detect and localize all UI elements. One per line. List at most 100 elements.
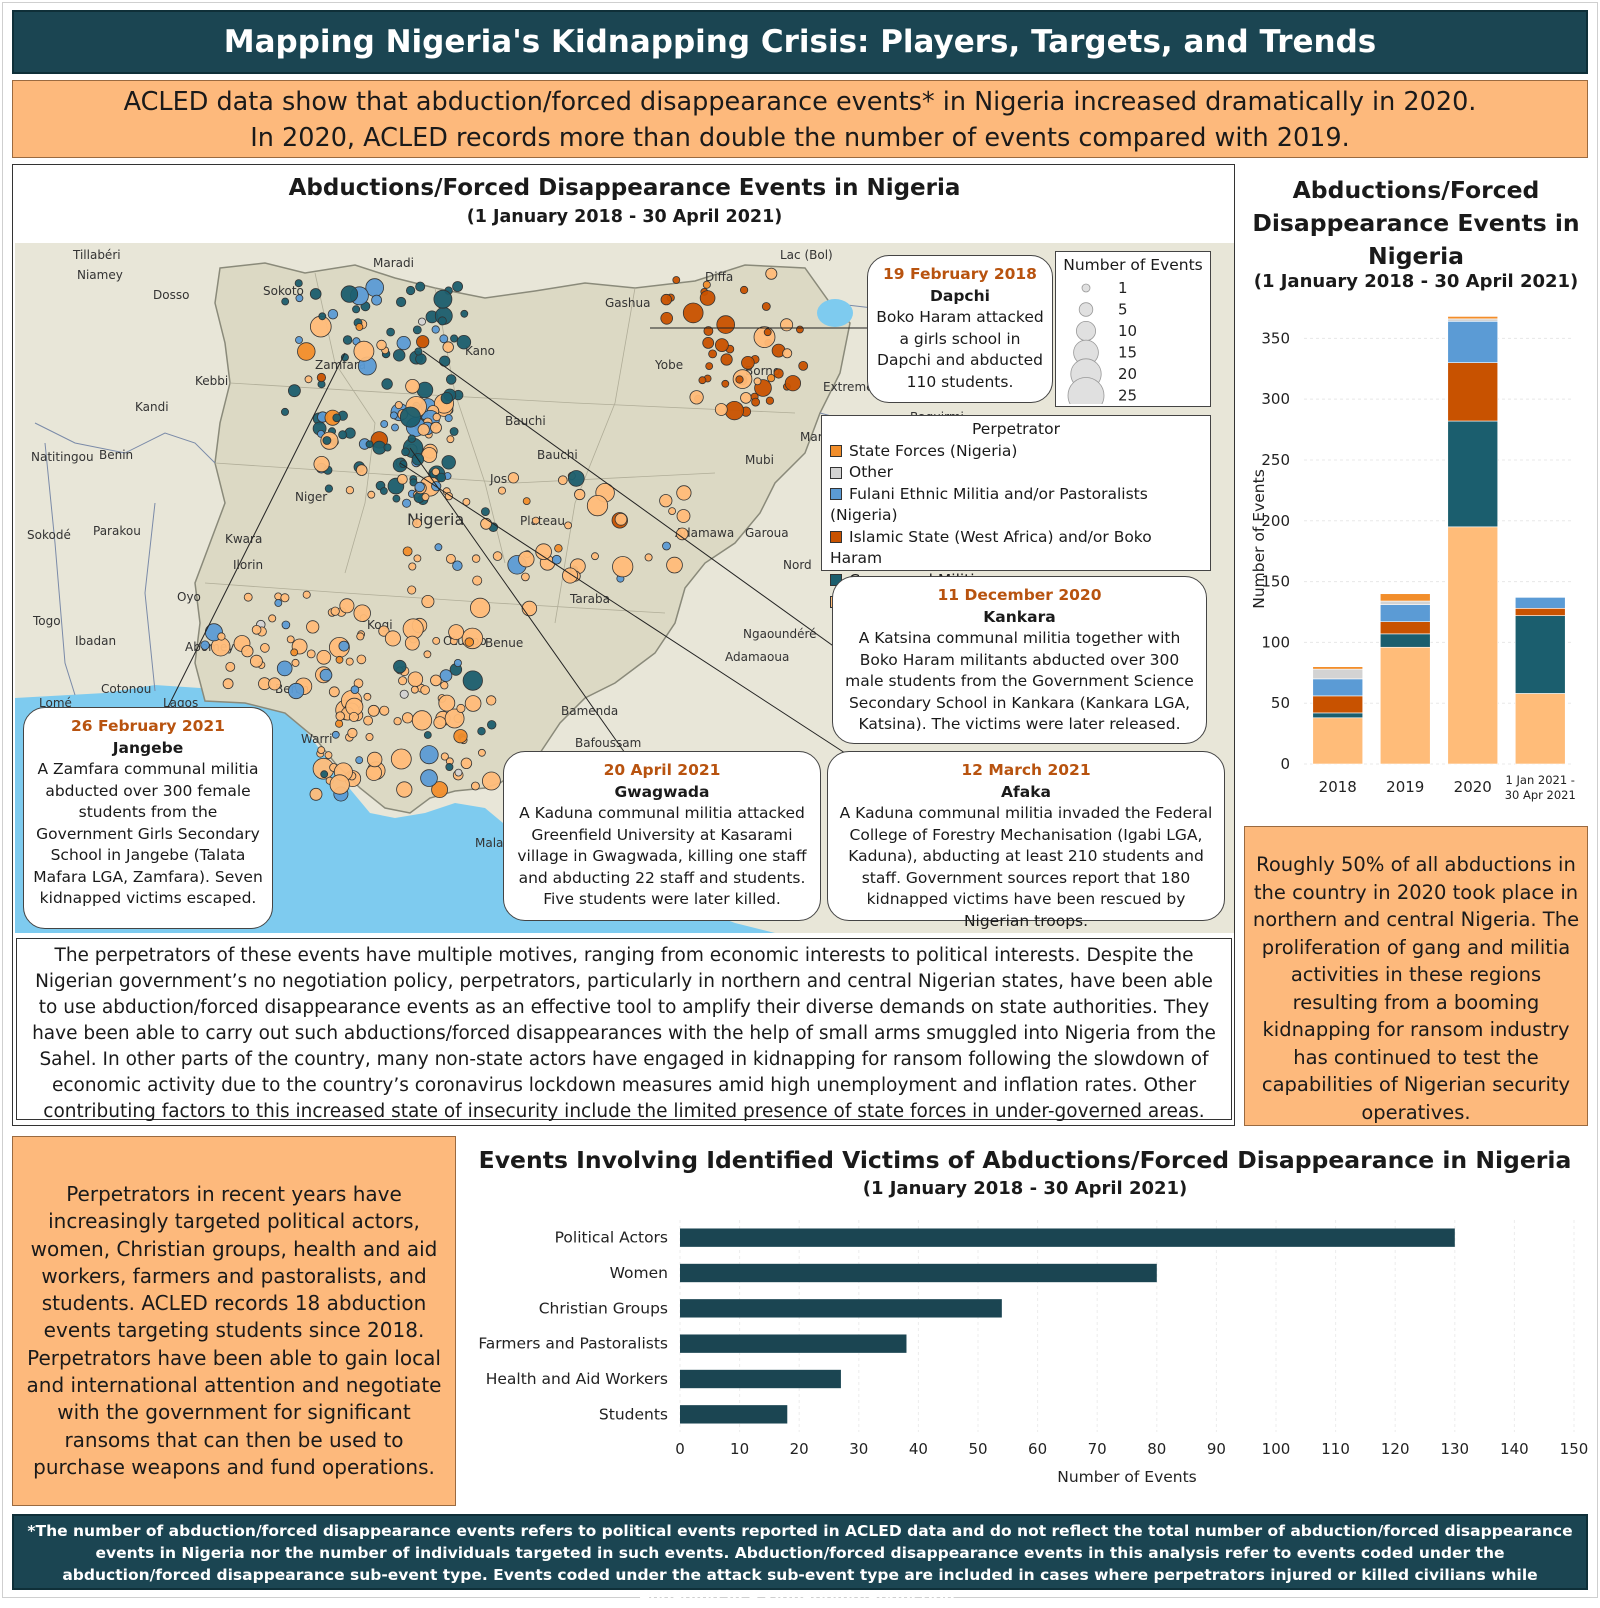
stacked-bar-segment — [1447, 526, 1499, 765]
y-category-label: Political Actors — [555, 1229, 668, 1247]
y-category-label: Christian Groups — [539, 1299, 668, 1317]
stacked-bar-segment — [1447, 420, 1499, 528]
event-dot — [404, 635, 420, 651]
event-dot — [464, 637, 475, 647]
legend-swatch — [830, 466, 842, 479]
callout-place: Afaka — [1001, 782, 1051, 801]
event-dot — [355, 464, 368, 476]
event-dot — [564, 521, 572, 530]
event-dot — [557, 475, 568, 486]
map-place-label: Bauchi — [537, 448, 578, 462]
event-dot — [521, 600, 538, 617]
event-dot — [365, 732, 374, 741]
callout-afaka: 12 March 2021 Afaka A Kaduna communal mi… — [827, 751, 1225, 930]
x-tick-label: 150 — [1560, 1440, 1588, 1458]
x-tick-label: 40 — [909, 1440, 928, 1458]
map-place-label: Sokodé — [27, 528, 71, 542]
stacked-bar-segment — [1447, 320, 1499, 363]
callout-place: Jangebe — [112, 738, 184, 757]
event-dot — [551, 554, 562, 565]
event-dot — [294, 279, 303, 288]
event-dot — [367, 704, 380, 717]
event-dot — [392, 494, 401, 503]
map-place-label: Lomé — [39, 696, 72, 710]
event-dot — [399, 689, 409, 699]
event-dot — [297, 342, 316, 361]
event-dot — [409, 478, 418, 487]
map-place-label: Benue — [485, 636, 523, 650]
event-dot — [200, 640, 210, 650]
event-dot — [612, 556, 634, 578]
event-dot — [591, 552, 599, 561]
analysis-paragraph: The perpetrators of these events have mu… — [16, 938, 1232, 1122]
event-dot — [243, 592, 253, 602]
event-dot — [472, 575, 483, 586]
size-legend-label: 15 — [1118, 344, 1137, 362]
event-dot — [363, 692, 372, 701]
map-place-label: Kano — [465, 344, 495, 358]
size-legend-label: 20 — [1118, 365, 1137, 383]
event-dot — [414, 481, 425, 493]
map-area[interactable]: Tillabéri Niamey Dosso Maradi Diffa Lac (Bol)… — [15, 243, 1234, 933]
event-dot — [407, 671, 424, 687]
size-legend: Number of Events 1 5 10 15 20 25 — [1055, 251, 1211, 414]
event-dot — [352, 305, 361, 314]
event-dot — [724, 401, 745, 421]
event-dot — [676, 485, 692, 501]
callout-text: A Kaduna communal militia attacked Green… — [517, 804, 807, 908]
event-dot — [280, 593, 290, 603]
map-place-label: Niamey — [77, 268, 123, 282]
x-tick-label: 70 — [1088, 1440, 1107, 1458]
event-dot — [518, 551, 535, 568]
event-dot — [714, 403, 728, 416]
map-place-label: Adamaoua — [725, 650, 789, 664]
y-tick-label: 200 — [1261, 512, 1290, 530]
x-tick-label: 60 — [1028, 1440, 1047, 1458]
stacked-bar-segment — [1312, 695, 1364, 714]
event-dot — [415, 281, 426, 292]
event-dot — [316, 649, 332, 665]
event-dot — [379, 487, 388, 495]
event-dot — [401, 712, 414, 724]
y-category-label: Health and Aid Workers — [486, 1370, 668, 1388]
event-dot — [444, 414, 453, 423]
event-dot — [416, 335, 430, 349]
stacked-bar-chart: 0 50 100 150 200 250 300 350 Number of Events 201… — [1250, 316, 1576, 802]
map-place-label: Adamawa — [675, 526, 734, 540]
event-dot — [394, 401, 403, 410]
stacked-bar-segment — [1379, 604, 1431, 623]
x-tick-label: 120 — [1381, 1440, 1410, 1458]
event-dot — [420, 769, 438, 787]
event-dot — [316, 372, 326, 383]
event-dot — [281, 297, 290, 306]
event-dot — [433, 716, 447, 730]
callout-jangebe: 26 February 2021 Jangebe A Zamfara commu… — [23, 707, 273, 929]
map-place-label: Tillabéri — [72, 248, 121, 262]
event-dot — [420, 685, 430, 695]
nigeria-outline — [194, 262, 851, 814]
stacked-bar-segment — [1312, 678, 1364, 697]
map-place-label: Jos — [489, 472, 507, 486]
event-dot — [332, 413, 342, 423]
victim-bar — [680, 1299, 1002, 1318]
event-dot — [398, 676, 408, 686]
size-legend-label: 5 — [1118, 301, 1128, 319]
event-dot — [751, 397, 760, 407]
map-place-label: Bauchi — [505, 414, 546, 428]
stacked-bar-segment — [1379, 600, 1431, 605]
event-dot — [445, 763, 454, 772]
event-dot — [399, 406, 421, 428]
y-tick-label: 150 — [1261, 573, 1290, 591]
callout-date: 26 February 2021 — [71, 717, 225, 735]
stacked-bar-segment — [1379, 633, 1431, 648]
event-dot — [453, 658, 462, 667]
event-dot — [371, 294, 383, 306]
event-dot — [486, 695, 497, 706]
event-dot — [487, 720, 497, 730]
gwagwada-line — [409, 447, 626, 754]
event-dot — [353, 340, 375, 362]
stacked-bar-segment — [1312, 666, 1364, 670]
event-dot — [408, 562, 417, 571]
stacked-bar-segment — [1514, 608, 1566, 616]
event-dot — [442, 341, 454, 353]
